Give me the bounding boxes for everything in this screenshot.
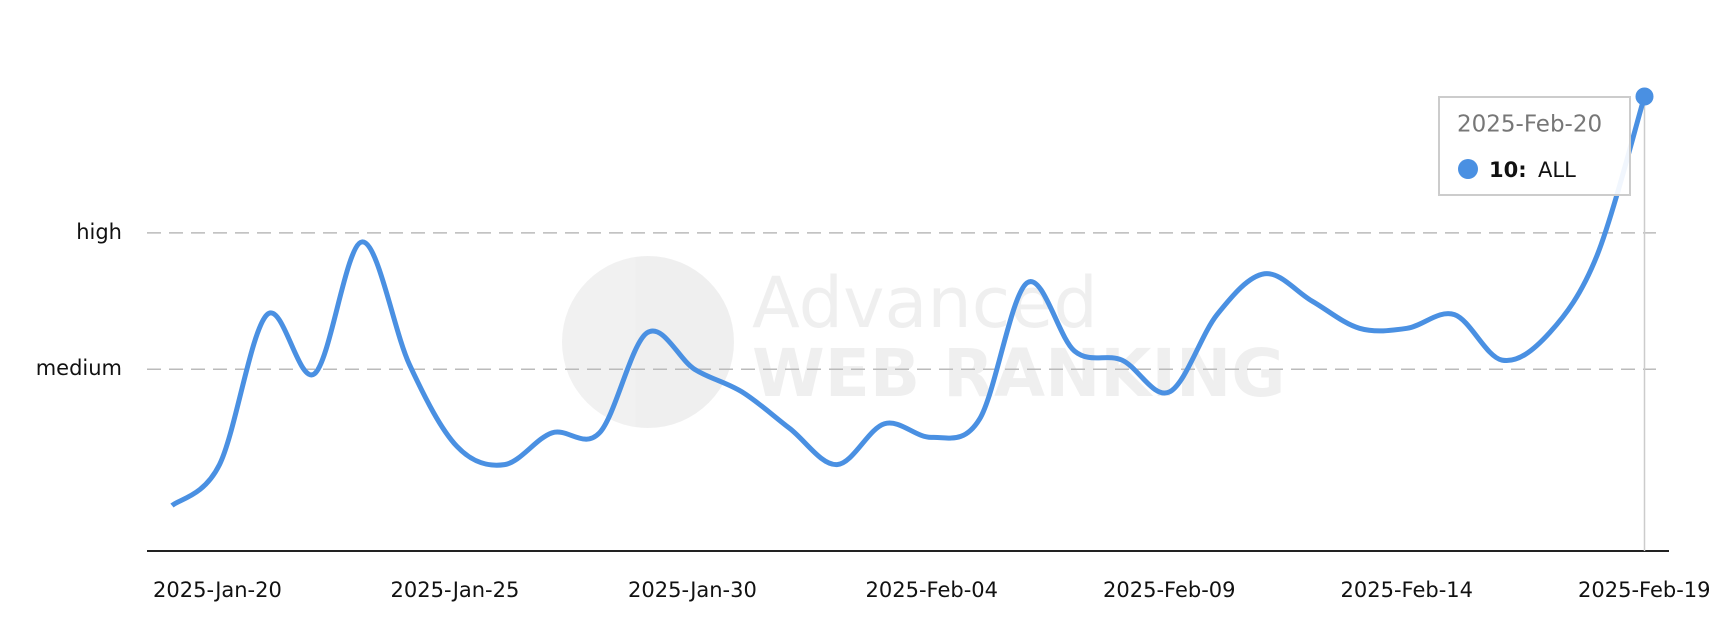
line (170, 95, 1647, 508)
watermark-globe (562, 256, 734, 428)
tooltip-value: 10: (1489, 158, 1527, 182)
y-tick-label: medium (36, 356, 122, 380)
x-tick-label: 2025-Feb-19 (1578, 578, 1711, 602)
watermark-text: WEB RANKING (752, 335, 1285, 412)
x-tick-label: 2025-Feb-14 (1341, 578, 1474, 602)
tooltip-swatch (1458, 159, 1478, 179)
tooltip: 2025-Feb-20 10: ALL (1438, 96, 1631, 196)
x-tick-label: 2025-Jan-30 (628, 578, 757, 602)
x-tick-label: 2025-Feb-04 (866, 578, 999, 602)
watermark: Advanced WEB RANKING (562, 256, 1285, 428)
watermark-text: Advanced (752, 262, 1098, 344)
point-marker (1635, 87, 1654, 106)
x-tick-label: 2025-Jan-20 (153, 578, 282, 602)
y-tick-label: high (76, 220, 122, 244)
tooltip-box (1438, 96, 1631, 196)
tooltip-series: ALL (1538, 158, 1576, 182)
x-tick-label: 2025-Feb-09 (1103, 578, 1236, 602)
x-tick-label: 2025-Jan-25 (391, 578, 520, 602)
tooltip-title: 2025-Feb-20 (1457, 112, 1602, 138)
